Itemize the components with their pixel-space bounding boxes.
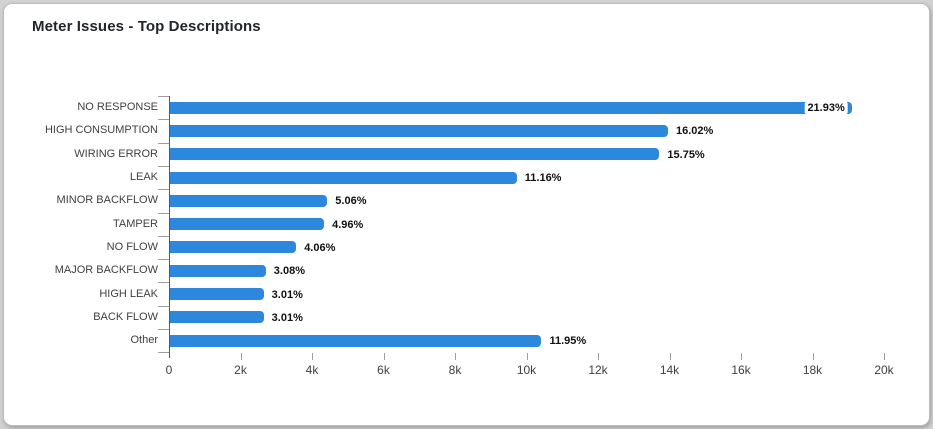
category-label: HIGH CONSUMPTION: [44, 124, 158, 137]
y-axis-tick: [158, 142, 169, 144]
bar[interactable]: [170, 171, 517, 184]
x-axis-tick: [812, 353, 814, 360]
y-axis-tick: [158, 235, 169, 237]
x-axis-tick-label: 20k: [874, 363, 894, 377]
x-axis-tick: [741, 353, 742, 360]
bar-value-label: 16.02%: [675, 125, 714, 138]
category-label: NO FLOW: [106, 240, 158, 253]
y-axis-tick: [158, 119, 169, 121]
bar[interactable]: [170, 124, 668, 137]
x-axis-tick: [884, 353, 885, 360]
bar-chart: NO RESPONSE 21.93% HIGH CONSUMPTION 16.02% W…: [4, 4, 929, 425]
category-label: Other: [130, 334, 158, 347]
category-label: MINOR BACKFLOW: [56, 194, 158, 207]
x-axis-tick: [383, 353, 385, 360]
category-label: TAMPER: [112, 217, 158, 230]
chart-title: Meter Issues - Top Descriptions: [32, 18, 261, 35]
y-axis-tick: [158, 352, 169, 354]
x-axis-tick: [669, 353, 671, 360]
bar-value-label: 11.95%: [549, 335, 587, 348]
x-axis-tick-label: 18k: [802, 363, 823, 377]
category-label: NO RESPONSE: [77, 101, 158, 114]
chart-card: Meter Issues - Top Descriptions NO RESPO…: [3, 3, 930, 426]
x-axis-tick: [526, 353, 528, 360]
y-axis-line: [169, 96, 170, 359]
x-axis-tick-label: 12k: [588, 363, 608, 377]
x-axis-tick-label: 6k: [377, 363, 390, 377]
bar-value-label: 5.06%: [335, 195, 367, 208]
y-axis-tick: [158, 165, 169, 167]
x-axis-tick-label: 2k: [234, 363, 247, 377]
y-axis-tick: [158, 282, 169, 284]
x-axis-tick-label: 16k: [731, 363, 751, 377]
y-axis-tick: [158, 212, 169, 214]
bar-value-label: 21.93%: [804, 102, 848, 115]
category-label: MAJOR BACKFLOW: [54, 264, 158, 277]
bar[interactable]: [170, 334, 542, 347]
x-axis-tick-label: 8k: [448, 363, 462, 377]
bar-value-label: 3.01%: [271, 288, 303, 301]
y-axis-tick: [158, 305, 169, 307]
bar-value-label: 15.75%: [667, 148, 705, 161]
y-axis-tick: [158, 96, 169, 97]
x-axis-tick-label: 14k: [659, 363, 680, 377]
category-label: WIRING ERROR: [74, 147, 158, 160]
x-axis-tick-label: 0: [165, 363, 173, 377]
bar[interactable]: [170, 241, 297, 254]
y-axis-tick: [158, 189, 169, 191]
x-axis-tick: [598, 353, 599, 360]
x-axis-tick-label: 4k: [305, 363, 319, 377]
category-label: BACK FLOW: [93, 310, 158, 323]
bar[interactable]: [170, 288, 264, 301]
bar[interactable]: [170, 194, 328, 207]
bar[interactable]: [170, 101, 852, 114]
bar[interactable]: [170, 264, 266, 277]
y-axis-tick: [158, 259, 169, 261]
bar[interactable]: [170, 148, 660, 161]
x-axis-tick: [312, 353, 313, 360]
x-axis-tick: [240, 353, 242, 360]
bar[interactable]: [170, 218, 325, 231]
x-axis-tick: [455, 353, 456, 360]
x-axis-tick-label: 10k: [516, 363, 537, 377]
category-label: LEAK: [129, 171, 158, 184]
category-label: HIGH LEAK: [99, 287, 158, 300]
bar-value-label: 3.08%: [273, 265, 305, 278]
bar-value-label: 4.06%: [304, 241, 336, 254]
bar[interactable]: [170, 311, 264, 324]
bar-value-label: 3.01%: [271, 311, 303, 324]
bar-value-label: 11.16%: [524, 172, 562, 185]
bar-value-label: 4.96%: [332, 218, 364, 231]
y-axis-tick: [158, 329, 169, 330]
